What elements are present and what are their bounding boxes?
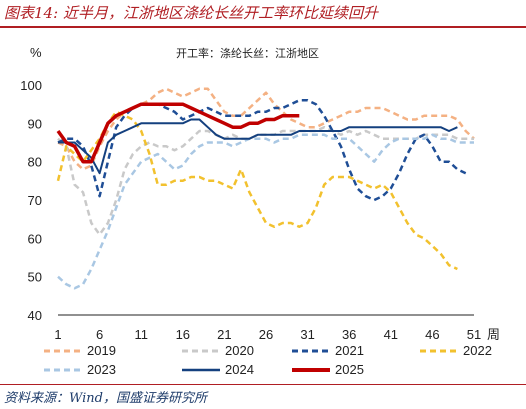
legend-label-2020: 2020 <box>225 343 254 358</box>
x-tick-label: 21 <box>217 327 231 342</box>
x-tick-label: 31 <box>300 327 314 342</box>
series-line-2024 <box>58 118 458 175</box>
x-tick-label: 6 <box>96 327 103 342</box>
source-prefix: 资料来源： <box>4 391 70 406</box>
x-axis: 1 6 11 16 21 26 31 36 41 46 51 <box>54 327 481 342</box>
legend-label-2019: 2019 <box>87 343 116 358</box>
x-tick-label: 11 <box>134 327 148 342</box>
series-line-2021 <box>57 99 467 202</box>
y-tick-label: 100 <box>20 78 42 93</box>
x-tick-label: 26 <box>259 327 273 342</box>
source-name: Wind <box>69 391 104 406</box>
source-suffix: ，国盛证券研究所 <box>103 391 208 406</box>
legend: 2019 2020 2021 2022 2023 2024 2025 <box>44 343 492 377</box>
figure-label: 图表14: <box>4 4 59 22</box>
chart-meta: % 开工率：涤纶长丝：江浙地区 周 <box>30 45 500 342</box>
legend-label-2023: 2023 <box>87 362 116 377</box>
series-line-2019 <box>57 87 475 171</box>
series-line-2020 <box>57 125 474 236</box>
x-tick-label: 36 <box>342 327 356 342</box>
x-tick-label: 46 <box>425 327 439 342</box>
source-rule <box>0 384 526 385</box>
y-tick-label: 50 <box>28 270 42 285</box>
legend-label-2022: 2022 <box>463 343 492 358</box>
legend-label-2025: 2025 <box>335 362 364 377</box>
source-note: 资料来源：Wind，国盛证券研究所 <box>4 387 207 406</box>
y-tick-label: 70 <box>28 193 42 208</box>
y-tick-label: 90 <box>28 116 42 131</box>
y-axis: 40 50 60 70 80 90 100 <box>20 78 42 323</box>
legend-label-2021: 2021 <box>335 343 364 358</box>
series-line-2025 <box>56 102 300 164</box>
x-tick-label: 16 <box>176 327 190 342</box>
y-tick-label: 80 <box>28 155 42 170</box>
x-axis-unit: 周 <box>487 327 500 342</box>
y-axis-unit: % <box>30 45 42 60</box>
figure-heading: 近半月，江浙地区涤纶长丝开工率环比延续回升 <box>62 4 378 22</box>
chart-title: 开工率：涤纶长丝：江浙地区 <box>176 46 319 60</box>
series-lines <box>56 87 475 290</box>
x-tick-label: 41 <box>384 327 398 342</box>
x-tick-label: 51 <box>467 327 481 342</box>
y-tick-label: 40 <box>28 308 42 323</box>
y-tick-label: 60 <box>28 231 42 246</box>
title-rule <box>0 26 526 28</box>
x-tick-label: 1 <box>54 327 61 342</box>
series-line-2023 <box>57 133 474 290</box>
legend-label-2024: 2024 <box>225 362 254 377</box>
figure-title: 图表14: 近半月，江浙地区涤纶长丝开工率环比延续回升 <box>4 2 378 23</box>
